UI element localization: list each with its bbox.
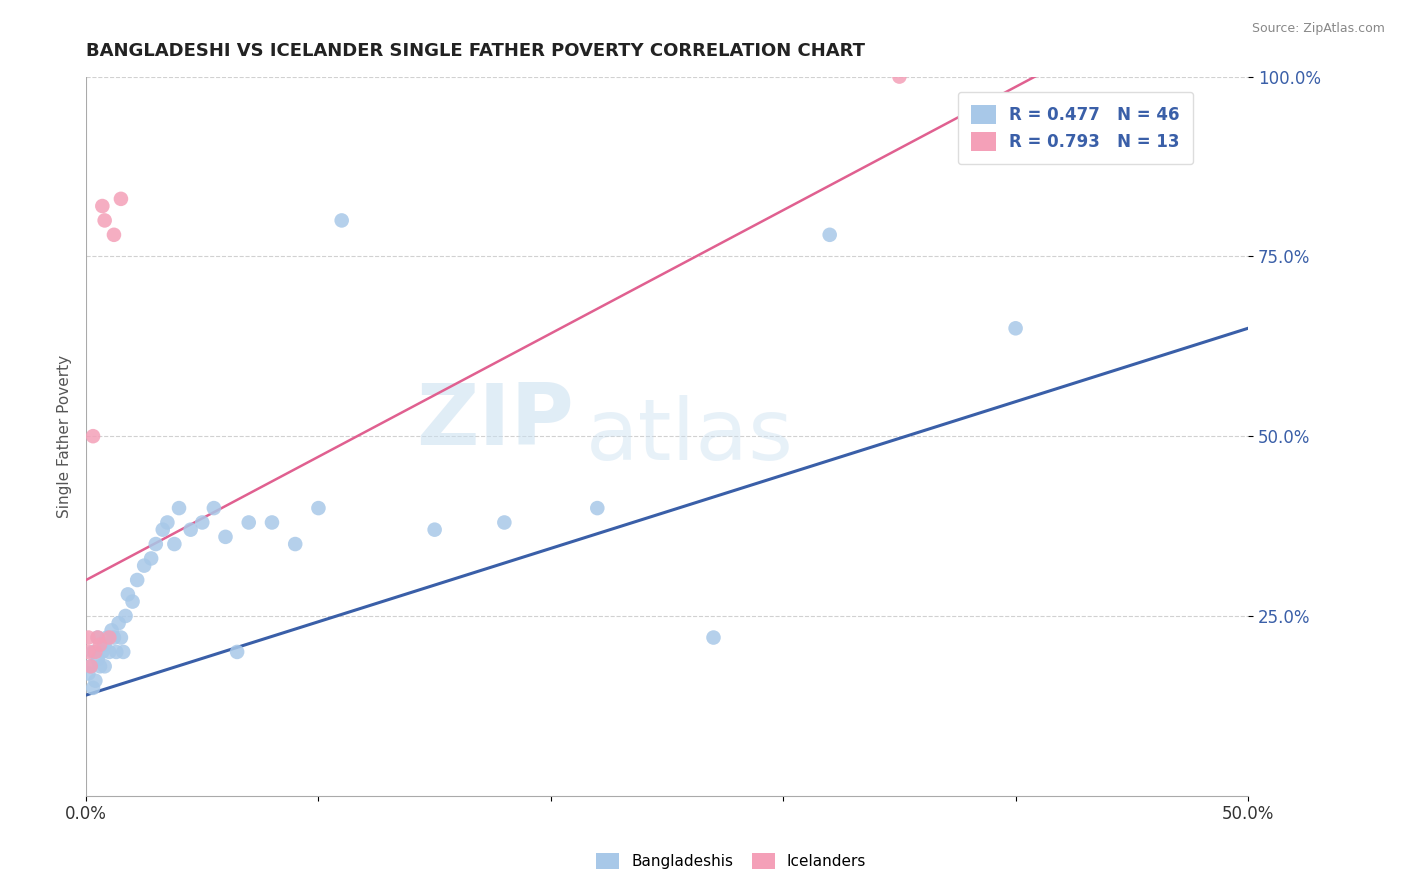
Point [91, 645, 114, 659]
Point [214, 530, 236, 544]
Point [191, 516, 214, 530]
Point [89, 638, 111, 652]
Point [226, 645, 249, 659]
Point [84, 673, 107, 688]
Text: atlas: atlas [586, 394, 794, 478]
Point [127, 573, 149, 587]
Legend: Bangladeshis, Icelanders: Bangladeshis, Icelanders [591, 847, 872, 875]
Point [82, 429, 104, 443]
Y-axis label: Single Father Poverty: Single Father Poverty [58, 355, 72, 517]
Point [818, 227, 841, 242]
Point [82, 681, 104, 695]
Point [86, 631, 108, 645]
Point [114, 609, 136, 624]
Point [77, 645, 100, 659]
Point [93, 213, 115, 227]
Point [202, 501, 225, 516]
Point [586, 501, 609, 516]
Point [307, 501, 329, 516]
Point [80, 659, 103, 673]
Point [110, 631, 132, 645]
Point [112, 645, 135, 659]
Point [145, 537, 167, 551]
Point [284, 537, 307, 551]
Point [260, 516, 283, 530]
Point [80, 659, 103, 673]
Point [91, 199, 114, 213]
Text: BANGLADESHI VS ICELANDER SINGLE FATHER POVERTY CORRELATION CHART: BANGLADESHI VS ICELANDER SINGLE FATHER P… [86, 42, 865, 60]
Point [889, 70, 911, 84]
Point [98, 645, 121, 659]
Point [93, 659, 115, 673]
Point [117, 587, 139, 601]
Point [156, 516, 179, 530]
Point [93, 638, 115, 652]
Point [494, 516, 516, 530]
Text: ZIP: ZIP [416, 380, 574, 463]
Point [180, 523, 202, 537]
Point [167, 501, 190, 516]
Point [330, 213, 353, 227]
Point [103, 631, 125, 645]
Point [86, 631, 108, 645]
Point [1004, 321, 1026, 335]
Point [121, 594, 143, 608]
Text: Source: ZipAtlas.com: Source: ZipAtlas.com [1251, 22, 1385, 36]
Point [82, 645, 104, 659]
Point [84, 645, 107, 659]
Point [77, 631, 100, 645]
Point [98, 631, 121, 645]
Legend: R = 0.477   N = 46, R = 0.793   N = 13: R = 0.477 N = 46, R = 0.793 N = 13 [957, 92, 1194, 164]
Point [702, 631, 724, 645]
Point [163, 537, 186, 551]
Point [77, 666, 100, 681]
Point [134, 558, 156, 573]
Point [103, 227, 125, 242]
Point [238, 516, 260, 530]
Point [423, 523, 446, 537]
Point [105, 645, 128, 659]
Point [139, 551, 162, 566]
Point [86, 652, 108, 666]
Point [89, 659, 111, 673]
Point [107, 616, 129, 631]
Point [152, 523, 174, 537]
Point [110, 192, 132, 206]
Point [96, 631, 118, 645]
Point [100, 624, 122, 638]
